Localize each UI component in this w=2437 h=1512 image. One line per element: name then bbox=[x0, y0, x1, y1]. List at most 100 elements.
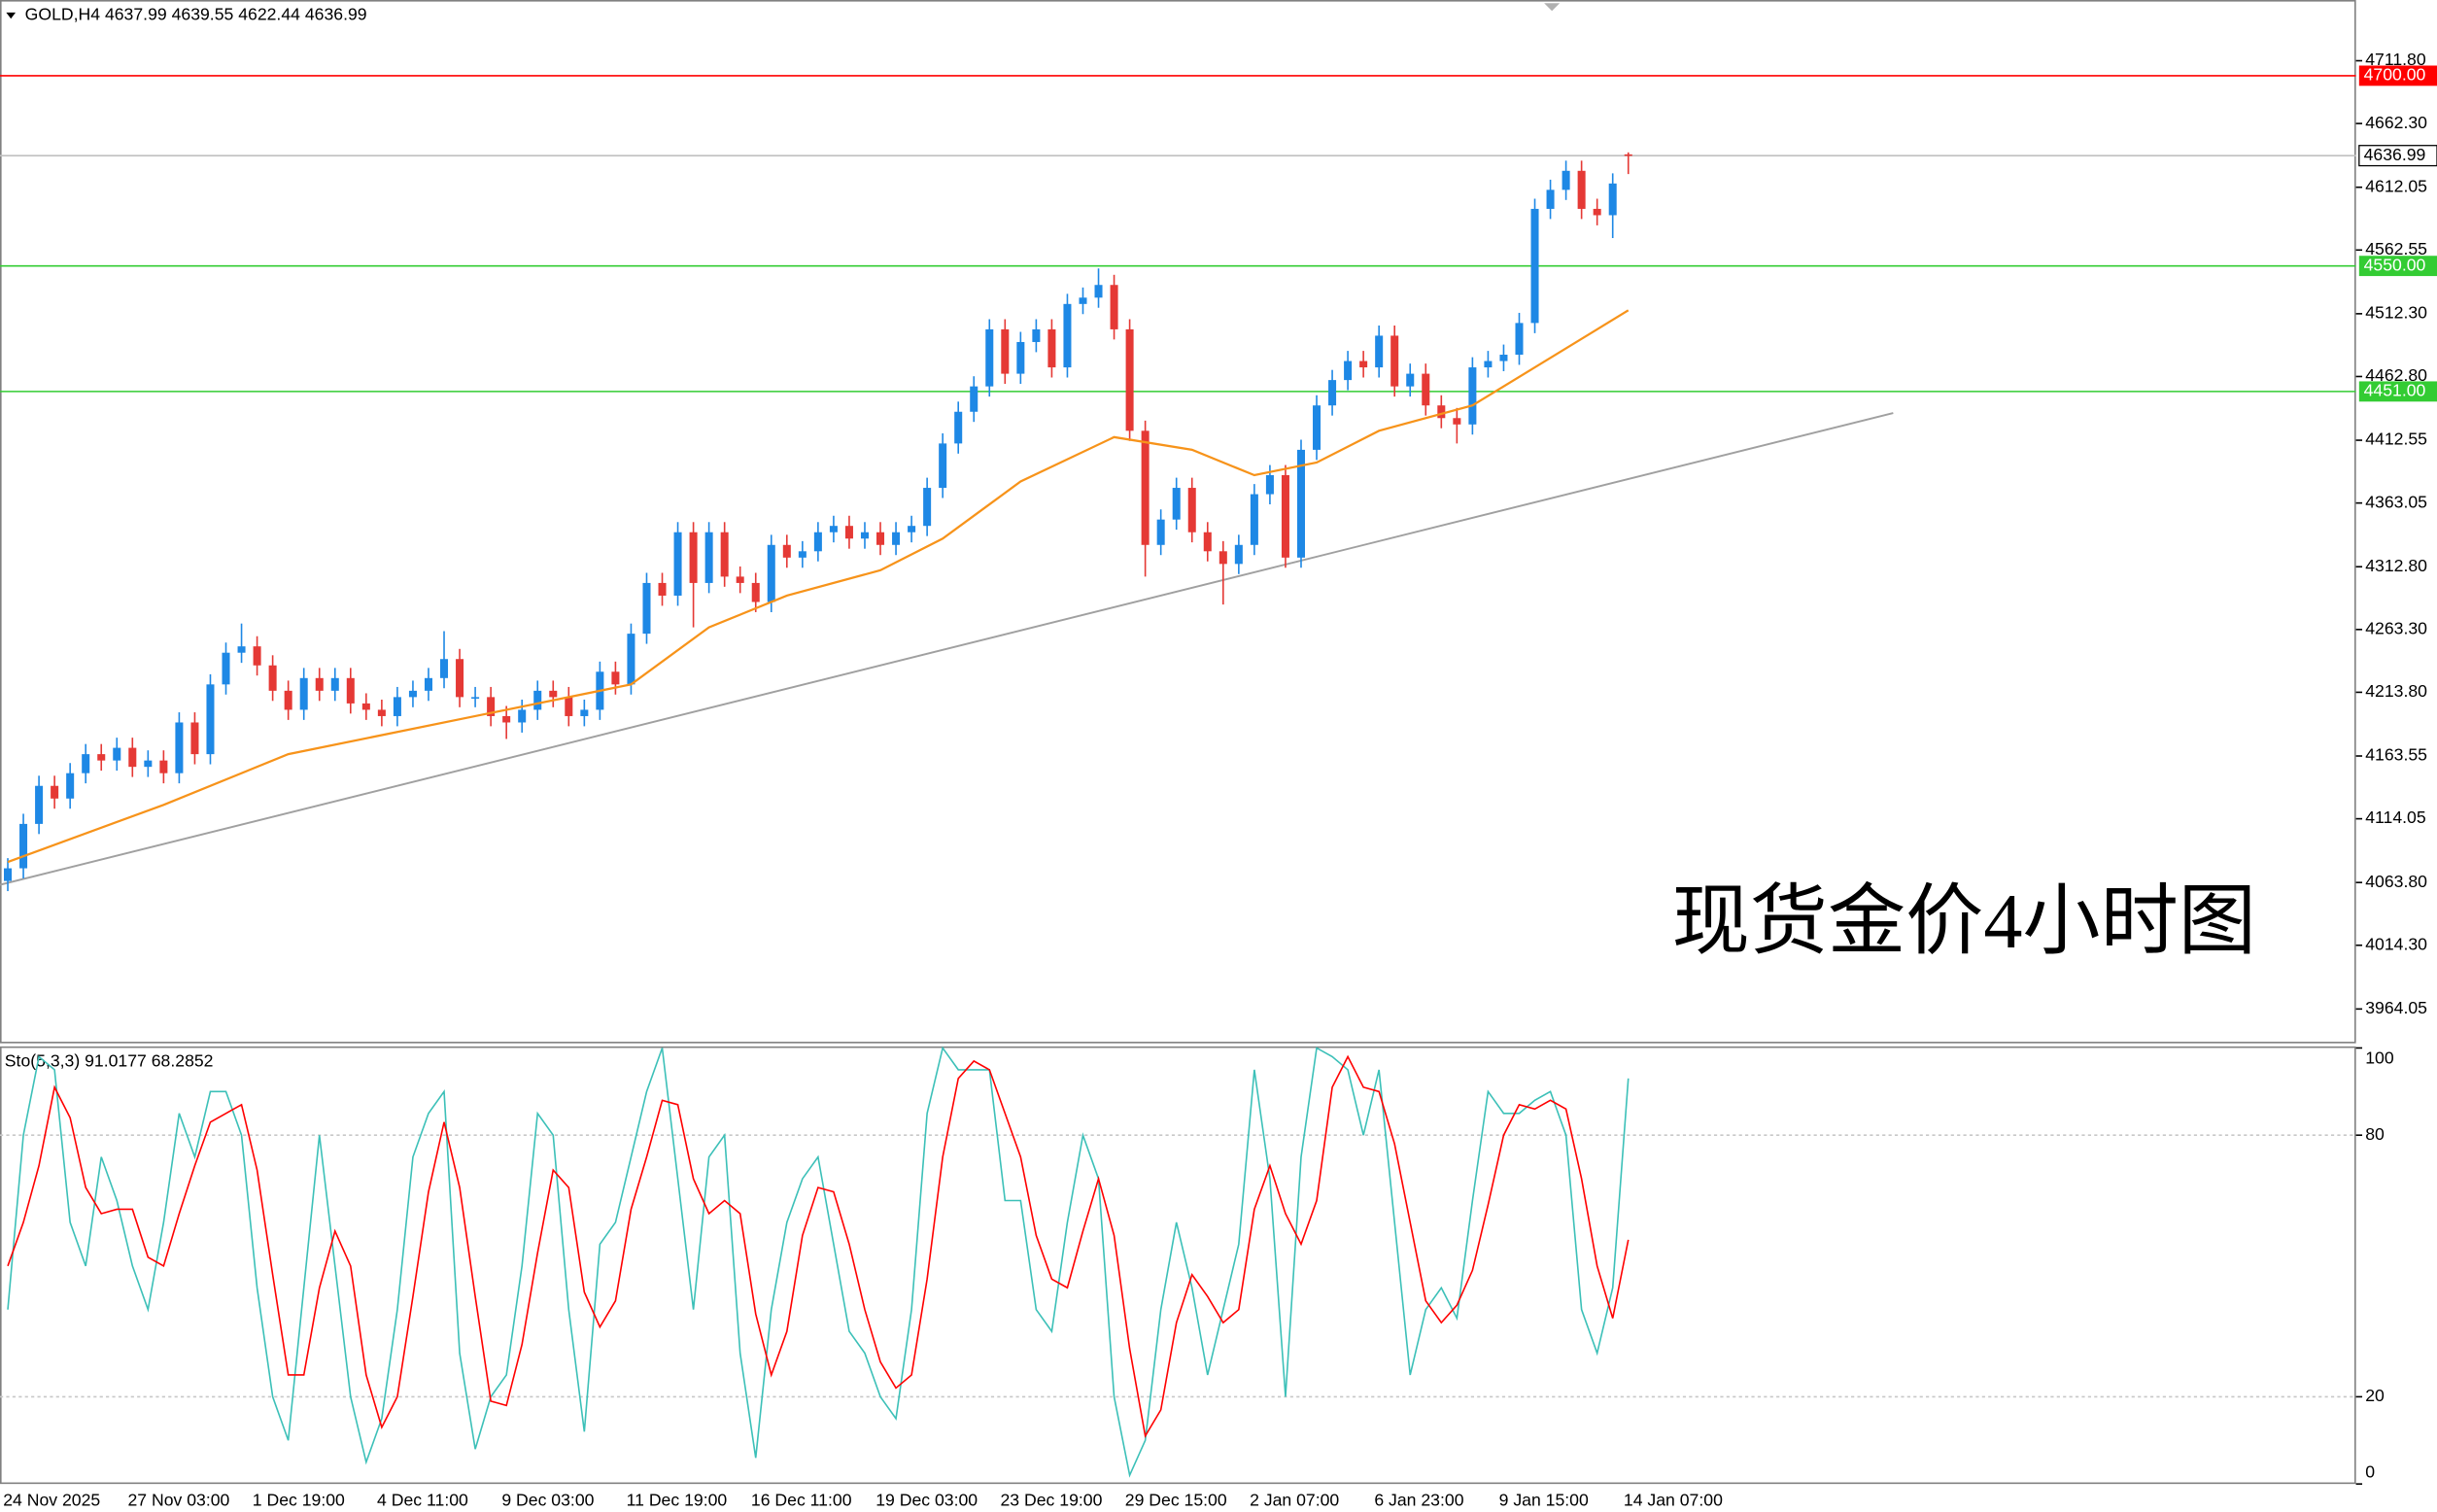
candle-body bbox=[892, 532, 901, 545]
level-tag bbox=[2358, 65, 2437, 86]
candle-body bbox=[1484, 361, 1493, 368]
candle-body bbox=[1110, 285, 1118, 329]
candle-body bbox=[1577, 170, 1586, 209]
candle-body bbox=[1499, 355, 1508, 361]
y-tick-label: 4462.80 bbox=[2365, 365, 2427, 385]
candle-body bbox=[440, 659, 449, 678]
candle-body bbox=[66, 773, 75, 799]
candle-body bbox=[361, 703, 370, 710]
y-tick-label: 3964.05 bbox=[2365, 998, 2427, 1017]
candle-body bbox=[1390, 335, 1399, 387]
y-tick-label: 4562.55 bbox=[2365, 239, 2427, 258]
candle-body bbox=[1624, 154, 1632, 156]
candle-body bbox=[736, 576, 744, 583]
candle-body bbox=[424, 677, 432, 691]
candle-body bbox=[1156, 519, 1165, 545]
candle-body bbox=[487, 697, 496, 716]
candle-body bbox=[51, 785, 59, 799]
candle-body bbox=[908, 526, 916, 533]
y-tick-label: 4263.30 bbox=[2365, 618, 2427, 637]
x-tick-label: 11 Dec 19:00 bbox=[627, 1490, 728, 1509]
candle-body bbox=[1265, 474, 1274, 495]
level-label: 4451.00 bbox=[2364, 381, 2426, 400]
candle-body bbox=[985, 328, 994, 387]
candle-body bbox=[1437, 405, 1446, 419]
x-tick-label: 9 Jan 15:00 bbox=[1499, 1490, 1589, 1509]
candle-body bbox=[456, 659, 464, 698]
candle-body bbox=[190, 722, 199, 755]
y-tick-label: 4662.30 bbox=[2365, 113, 2427, 132]
candle-body bbox=[798, 551, 807, 558]
y-tick-label: 0 bbox=[2365, 1462, 2375, 1482]
candle-body bbox=[829, 526, 838, 533]
y-tick-label: 4014.30 bbox=[2365, 934, 2427, 953]
candle-body bbox=[580, 709, 589, 716]
level-tag bbox=[2358, 381, 2437, 402]
x-tick-label: 6 Jan 23:00 bbox=[1374, 1490, 1463, 1509]
x-tick-label: 29 Dec 15:00 bbox=[1125, 1490, 1227, 1509]
moving-average bbox=[7, 309, 1630, 864]
x-tick-label: 23 Dec 19:00 bbox=[1000, 1490, 1102, 1509]
candle-body bbox=[299, 677, 308, 710]
x-tick-label: 14 Jan 07:00 bbox=[1624, 1490, 1723, 1509]
level-label: 4550.00 bbox=[2364, 255, 2426, 274]
candle-body bbox=[159, 760, 168, 773]
candle-body bbox=[1203, 532, 1212, 552]
candle-body bbox=[1218, 551, 1227, 565]
y-tick-label: 4711.80 bbox=[2365, 50, 2426, 69]
candle-body bbox=[1562, 170, 1570, 190]
candle-body bbox=[82, 754, 90, 773]
candle-body bbox=[1359, 361, 1368, 368]
chart-title: GOLD,H4 4637.99 4639.55 4622.44 4636.99 bbox=[25, 5, 367, 24]
candle-body bbox=[268, 665, 277, 691]
trendline bbox=[0, 412, 1894, 886]
candle-body bbox=[1344, 361, 1353, 381]
candle-body bbox=[1281, 474, 1289, 558]
y-tick-label: 100 bbox=[2365, 1048, 2394, 1067]
candle-body bbox=[1016, 341, 1025, 374]
candle-body bbox=[876, 532, 885, 545]
level-tag bbox=[2358, 256, 2437, 277]
candle-body bbox=[128, 747, 137, 768]
candle-body bbox=[1375, 335, 1384, 368]
candle-body bbox=[970, 386, 978, 412]
candle-body bbox=[408, 690, 417, 698]
candle-body bbox=[1079, 297, 1087, 304]
x-tick-label: 16 Dec 11:00 bbox=[751, 1490, 852, 1509]
y-tick-label: 4363.05 bbox=[2365, 492, 2427, 511]
level-label: 4700.00 bbox=[2364, 65, 2426, 85]
candle-body bbox=[767, 544, 775, 602]
candle-body bbox=[844, 526, 853, 539]
candle-body bbox=[97, 754, 106, 761]
candle-body bbox=[113, 747, 121, 761]
candle-body bbox=[673, 532, 682, 596]
oscillator-line bbox=[7, 1046, 1630, 1478]
candle-body bbox=[549, 690, 558, 698]
annotation: 现货金价4小时图 bbox=[1672, 879, 2256, 965]
price-panel-frame bbox=[0, 0, 2356, 1044]
candle-body bbox=[518, 709, 527, 723]
y-tick-label: 4063.80 bbox=[2365, 872, 2427, 891]
shift-marker bbox=[1544, 3, 1561, 12]
candle-body bbox=[1125, 328, 1134, 431]
candle-body bbox=[1047, 328, 1056, 368]
y-tick-label: 4512.30 bbox=[2365, 303, 2427, 323]
y-tick-label: 4612.05 bbox=[2365, 176, 2427, 195]
candle-body bbox=[1296, 449, 1305, 558]
candle-body bbox=[751, 582, 760, 602]
x-tick-label: 19 Dec 03:00 bbox=[875, 1490, 978, 1509]
candle-body bbox=[860, 532, 869, 539]
candle-body bbox=[1468, 367, 1477, 425]
candle-body bbox=[206, 684, 215, 755]
oscillator-panel-frame bbox=[0, 1046, 2356, 1485]
candle-body bbox=[1094, 285, 1103, 298]
candle-body bbox=[923, 488, 932, 527]
candle-body bbox=[502, 715, 511, 723]
candle-body bbox=[1453, 418, 1461, 425]
candle-body bbox=[4, 868, 13, 881]
candle-body bbox=[393, 697, 401, 716]
candle-body bbox=[1406, 373, 1415, 387]
x-tick-label: 24 Nov 2025 bbox=[3, 1490, 100, 1509]
